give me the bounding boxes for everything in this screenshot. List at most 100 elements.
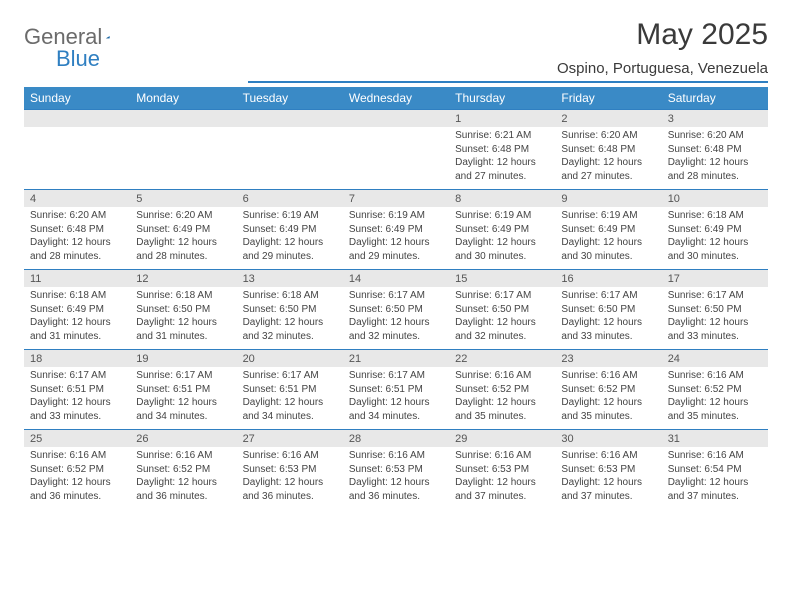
daylight-line: Daylight: 12 hours and 35 minutes.	[561, 396, 655, 423]
day-number-cell: 2	[555, 110, 661, 128]
day-detail-cell: Sunrise: 6:19 AMSunset: 6:49 PMDaylight:…	[555, 207, 661, 270]
daylight-line: Daylight: 12 hours and 35 minutes.	[455, 396, 549, 423]
day-header: Friday	[555, 87, 661, 110]
day-number-cell: 27	[237, 430, 343, 448]
day-detail-cell: Sunrise: 6:19 AMSunset: 6:49 PMDaylight:…	[237, 207, 343, 270]
day-detail-cell: Sunrise: 6:20 AMSunset: 6:48 PMDaylight:…	[24, 207, 130, 270]
day-detail-cell: Sunrise: 6:18 AMSunset: 6:50 PMDaylight:…	[130, 287, 236, 350]
sunrise-line: Sunrise: 6:16 AM	[455, 449, 549, 463]
sunrise-line: Sunrise: 6:17 AM	[668, 289, 762, 303]
daylight-line: Daylight: 12 hours and 31 minutes.	[30, 316, 124, 343]
day-detail-cell: Sunrise: 6:18 AMSunset: 6:49 PMDaylight:…	[662, 207, 768, 270]
day-detail-cell: Sunrise: 6:20 AMSunset: 6:48 PMDaylight:…	[555, 127, 661, 190]
month-title: May 2025	[636, 18, 768, 52]
sunset-line: Sunset: 6:51 PM	[243, 383, 337, 397]
day-header: Wednesday	[343, 87, 449, 110]
day-number-cell	[130, 110, 236, 128]
sunrise-line: Sunrise: 6:16 AM	[561, 369, 655, 383]
day-header: Thursday	[449, 87, 555, 110]
week-number-row: 11121314151617	[24, 270, 768, 288]
sunset-line: Sunset: 6:52 PM	[561, 383, 655, 397]
daylight-line: Daylight: 12 hours and 29 minutes.	[349, 236, 443, 263]
day-detail-cell: Sunrise: 6:16 AMSunset: 6:52 PMDaylight:…	[662, 367, 768, 430]
daylight-line: Daylight: 12 hours and 27 minutes.	[455, 156, 549, 183]
day-detail-cell	[343, 127, 449, 190]
day-header: Monday	[130, 87, 236, 110]
day-detail-cell: Sunrise: 6:16 AMSunset: 6:53 PMDaylight:…	[237, 447, 343, 509]
day-number-cell: 7	[343, 190, 449, 208]
sunrise-line: Sunrise: 6:16 AM	[455, 369, 549, 383]
sunset-line: Sunset: 6:51 PM	[136, 383, 230, 397]
day-detail-cell	[237, 127, 343, 190]
day-detail-cell: Sunrise: 6:16 AMSunset: 6:52 PMDaylight:…	[449, 367, 555, 430]
day-number-cell: 28	[343, 430, 449, 448]
sunset-line: Sunset: 6:49 PM	[455, 223, 549, 237]
day-number-cell: 19	[130, 350, 236, 368]
sunset-line: Sunset: 6:53 PM	[243, 463, 337, 477]
week-number-row: 18192021222324	[24, 350, 768, 368]
sunset-line: Sunset: 6:48 PM	[561, 143, 655, 157]
sunset-line: Sunset: 6:50 PM	[561, 303, 655, 317]
sunrise-line: Sunrise: 6:17 AM	[243, 369, 337, 383]
daylight-line: Daylight: 12 hours and 30 minutes.	[668, 236, 762, 263]
sunset-line: Sunset: 6:53 PM	[349, 463, 443, 477]
sunrise-line: Sunrise: 6:19 AM	[243, 209, 337, 223]
day-number-cell: 12	[130, 270, 236, 288]
week-number-row: 45678910	[24, 190, 768, 208]
week-detail-row: Sunrise: 6:17 AMSunset: 6:51 PMDaylight:…	[24, 367, 768, 430]
sunrise-line: Sunrise: 6:17 AM	[561, 289, 655, 303]
sunset-line: Sunset: 6:52 PM	[30, 463, 124, 477]
week-detail-row: Sunrise: 6:16 AMSunset: 6:52 PMDaylight:…	[24, 447, 768, 509]
sunrise-line: Sunrise: 6:19 AM	[349, 209, 443, 223]
day-number-cell: 20	[237, 350, 343, 368]
sunset-line: Sunset: 6:52 PM	[136, 463, 230, 477]
sunrise-line: Sunrise: 6:19 AM	[455, 209, 549, 223]
day-number-cell: 1	[449, 110, 555, 128]
day-detail-cell: Sunrise: 6:19 AMSunset: 6:49 PMDaylight:…	[343, 207, 449, 270]
daylight-line: Daylight: 12 hours and 32 minutes.	[243, 316, 337, 343]
daylight-line: Daylight: 12 hours and 29 minutes.	[243, 236, 337, 263]
sunset-line: Sunset: 6:54 PM	[668, 463, 762, 477]
day-number-cell: 8	[449, 190, 555, 208]
daylight-line: Daylight: 12 hours and 37 minutes.	[561, 476, 655, 503]
daylight-line: Daylight: 12 hours and 28 minutes.	[668, 156, 762, 183]
day-header: Sunday	[24, 87, 130, 110]
day-detail-cell: Sunrise: 6:17 AMSunset: 6:51 PMDaylight:…	[130, 367, 236, 430]
sunset-line: Sunset: 6:52 PM	[668, 383, 762, 397]
day-number-cell: 29	[449, 430, 555, 448]
sunrise-line: Sunrise: 6:17 AM	[30, 369, 124, 383]
day-number-cell: 15	[449, 270, 555, 288]
sunset-line: Sunset: 6:48 PM	[668, 143, 762, 157]
day-number-cell: 6	[237, 190, 343, 208]
day-header-row: SundayMondayTuesdayWednesdayThursdayFrid…	[24, 87, 768, 110]
sunrise-line: Sunrise: 6:20 AM	[561, 129, 655, 143]
day-detail-cell	[24, 127, 130, 190]
sunrise-line: Sunrise: 6:19 AM	[561, 209, 655, 223]
day-detail-cell: Sunrise: 6:17 AMSunset: 6:51 PMDaylight:…	[24, 367, 130, 430]
daylight-line: Daylight: 12 hours and 36 minutes.	[30, 476, 124, 503]
sunrise-line: Sunrise: 6:17 AM	[455, 289, 549, 303]
day-detail-cell: Sunrise: 6:20 AMSunset: 6:49 PMDaylight:…	[130, 207, 236, 270]
day-detail-cell: Sunrise: 6:16 AMSunset: 6:52 PMDaylight:…	[555, 367, 661, 430]
daylight-line: Daylight: 12 hours and 33 minutes.	[668, 316, 762, 343]
day-detail-cell: Sunrise: 6:17 AMSunset: 6:50 PMDaylight:…	[555, 287, 661, 350]
sunset-line: Sunset: 6:49 PM	[136, 223, 230, 237]
daylight-line: Daylight: 12 hours and 37 minutes.	[455, 476, 549, 503]
sunset-line: Sunset: 6:50 PM	[349, 303, 443, 317]
sunset-line: Sunset: 6:51 PM	[349, 383, 443, 397]
daylight-line: Daylight: 12 hours and 34 minutes.	[136, 396, 230, 423]
daylight-line: Daylight: 12 hours and 28 minutes.	[136, 236, 230, 263]
sunrise-line: Sunrise: 6:20 AM	[136, 209, 230, 223]
daylight-line: Daylight: 12 hours and 37 minutes.	[668, 476, 762, 503]
sunrise-line: Sunrise: 6:16 AM	[243, 449, 337, 463]
day-detail-cell: Sunrise: 6:19 AMSunset: 6:49 PMDaylight:…	[449, 207, 555, 270]
daylight-line: Daylight: 12 hours and 31 minutes.	[136, 316, 230, 343]
day-number-cell: 10	[662, 190, 768, 208]
sunset-line: Sunset: 6:49 PM	[349, 223, 443, 237]
day-number-cell	[237, 110, 343, 128]
day-number-cell: 26	[130, 430, 236, 448]
day-detail-cell: Sunrise: 6:16 AMSunset: 6:53 PMDaylight:…	[449, 447, 555, 509]
sunset-line: Sunset: 6:49 PM	[668, 223, 762, 237]
day-detail-cell: Sunrise: 6:17 AMSunset: 6:50 PMDaylight:…	[343, 287, 449, 350]
day-detail-cell: Sunrise: 6:17 AMSunset: 6:50 PMDaylight:…	[662, 287, 768, 350]
